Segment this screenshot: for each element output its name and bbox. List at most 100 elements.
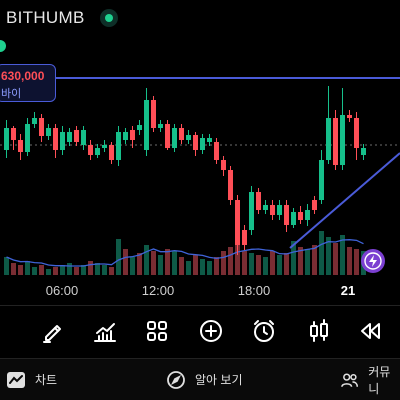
compass-icon (167, 370, 185, 389)
price-tag-value: 630,000 (1, 69, 45, 83)
candle-body (4, 128, 9, 150)
candle-body (298, 212, 303, 220)
divider (0, 305, 400, 306)
time-axis: 06:00 12:00 18:00 21 (0, 280, 400, 302)
volume-bar (46, 269, 51, 275)
volume-bar (305, 249, 310, 275)
volume-bar (270, 251, 275, 275)
candle-body (53, 128, 58, 150)
time-tick: 21 (340, 283, 356, 298)
candle-body (74, 130, 79, 142)
candle-body (123, 132, 128, 140)
rewind-icon[interactable] (357, 318, 383, 344)
people-icon (341, 372, 359, 387)
candle-body (81, 130, 86, 145)
candle-body (284, 205, 289, 225)
volume-bar (263, 257, 268, 275)
volume-bar (298, 247, 303, 275)
pencil-icon[interactable] (40, 318, 66, 344)
price-chart[interactable] (0, 0, 400, 280)
alert-button[interactable] (361, 249, 385, 273)
volume-bar (53, 267, 58, 275)
volume-bar (144, 245, 149, 275)
volume-bar (319, 231, 324, 275)
add-icon[interactable] (198, 318, 224, 344)
volume-bar (193, 255, 198, 275)
volume-bar (277, 255, 282, 275)
volume-bar (172, 251, 177, 275)
nav-learn[interactable]: 알아 보기 (166, 359, 243, 400)
candle-body (228, 170, 233, 200)
candle-body (242, 230, 247, 245)
volume-bar (326, 237, 331, 275)
candle-body (277, 205, 282, 215)
volume-bar (207, 261, 212, 275)
volume-bar (88, 261, 93, 275)
volume-bar (242, 251, 247, 275)
volume-bar (354, 249, 359, 275)
volume-bar (333, 243, 338, 275)
candle-body (305, 210, 310, 220)
candle-body (347, 115, 352, 118)
chart-header: BITHUMB (0, 0, 400, 36)
candle-body (151, 100, 156, 128)
time-tick: 18:00 (237, 283, 271, 298)
alarm-icon[interactable] (251, 318, 277, 344)
volume-bar (340, 235, 345, 275)
volume-bar (165, 249, 170, 275)
candle-body (102, 145, 107, 148)
candle-body (214, 142, 219, 160)
candle-body (46, 128, 51, 136)
volume-bar (312, 245, 317, 275)
candle-body (340, 115, 345, 165)
candle-body (249, 192, 254, 230)
volume-bar (249, 253, 254, 275)
candle-body (25, 124, 30, 152)
candle-body (193, 135, 198, 150)
grid-icon[interactable] (144, 318, 170, 344)
candle-body (130, 130, 135, 140)
price-tag[interactable]: 630,000 바이 (0, 64, 56, 102)
nav-learn-label: 알아 보기 (195, 373, 243, 387)
candle-body (291, 212, 296, 225)
volume-bar (284, 253, 289, 275)
price-tag-label: 바이 (1, 88, 22, 100)
candle-body (88, 145, 93, 155)
status-dot-icon (0, 40, 6, 52)
chart-icon (7, 371, 25, 388)
volume-bar (256, 255, 261, 275)
candle-body (109, 145, 114, 160)
candle-body (319, 160, 324, 200)
candle-body (263, 205, 268, 210)
time-tick: 12:00 (141, 283, 175, 298)
nav-community-label: 커뮤니 (368, 364, 391, 396)
volume-bar (81, 265, 86, 275)
volume-bar (235, 237, 240, 275)
candle-body (333, 118, 338, 165)
volume-bar (228, 247, 233, 275)
volume-bar (74, 267, 79, 275)
volume-bar (11, 263, 16, 275)
volume-bar (214, 257, 219, 275)
volume-bar (123, 249, 128, 275)
candle-body (11, 128, 16, 140)
candle-body (270, 205, 275, 215)
candle-body (172, 128, 177, 148)
candle-body (361, 148, 366, 155)
volume-bar (179, 257, 184, 275)
time-tick: 06:00 (45, 283, 79, 298)
indicator-icon[interactable] (92, 318, 118, 344)
divider (0, 358, 400, 359)
candle-body (186, 135, 191, 140)
nav-chart[interactable]: 차트 (6, 359, 57, 400)
volume-bar (102, 265, 107, 275)
volume-bar (39, 265, 44, 275)
candle-body (116, 132, 121, 160)
candle-body (18, 140, 23, 152)
candle-body (32, 118, 37, 124)
volume-ma-line (6, 239, 364, 267)
candlestick-icon[interactable] (306, 318, 332, 344)
nav-community[interactable]: 커뮤니 (340, 359, 400, 400)
nav-chart-label: 차트 (35, 373, 58, 387)
candle-body (137, 125, 142, 130)
